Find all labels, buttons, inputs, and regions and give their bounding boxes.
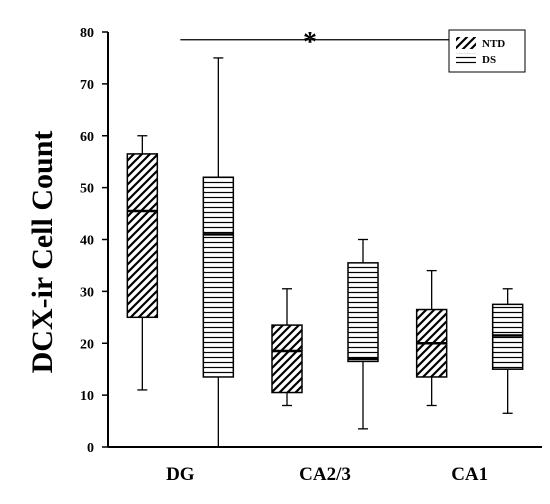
x-category-label: CA2/3: [299, 464, 351, 485]
x-category-label: DG: [166, 464, 195, 485]
y-tick-label: 40: [80, 234, 94, 249]
y-axis-title-group: DCX-ir Cell Count: [26, 131, 59, 374]
legend-label-ntd: NTD: [482, 38, 505, 50]
box-series: [126, 57, 524, 448]
y-tick-label: 80: [80, 26, 94, 41]
y-tick-label: 50: [80, 182, 94, 197]
legend: NTD DS: [448, 29, 526, 73]
y-tick-label: 10: [80, 389, 94, 404]
significance-star: *: [303, 27, 317, 58]
box-ntd-ca23: [271, 288, 303, 407]
box-ds-ca23: [347, 238, 379, 430]
legend-swatch-ds: [456, 53, 476, 65]
y-tick-label: 20: [80, 337, 94, 352]
box-ntd-ca1: [415, 269, 448, 407]
x-category-label: CA1: [451, 464, 488, 485]
box-iqr: [202, 176, 235, 378]
y-tick-label: 0: [87, 441, 94, 456]
legend-swatch-ntd: [456, 37, 476, 49]
box-iqr: [347, 262, 379, 363]
box-ds-ca1: [491, 288, 524, 414]
legend-label-ds: DS: [482, 54, 496, 66]
y-axis: 0 10 20 30 40 50 60 70 80: [80, 26, 109, 456]
box-ntd-dg: [126, 135, 159, 391]
box-iqr: [271, 324, 303, 394]
box-iqr: [126, 153, 159, 319]
y-tick-label: 70: [80, 78, 94, 93]
y-tick-label: 60: [80, 130, 94, 145]
y-axis-title: DCX-ir Cell Count: [26, 131, 59, 374]
y-tick-label: 30: [80, 285, 94, 300]
box-iqr: [491, 303, 524, 370]
x-axis: DG CA2/3 CA1: [108, 446, 542, 485]
box-ds-dg: [202, 57, 235, 448]
significance-annotations: *: [180, 27, 450, 58]
